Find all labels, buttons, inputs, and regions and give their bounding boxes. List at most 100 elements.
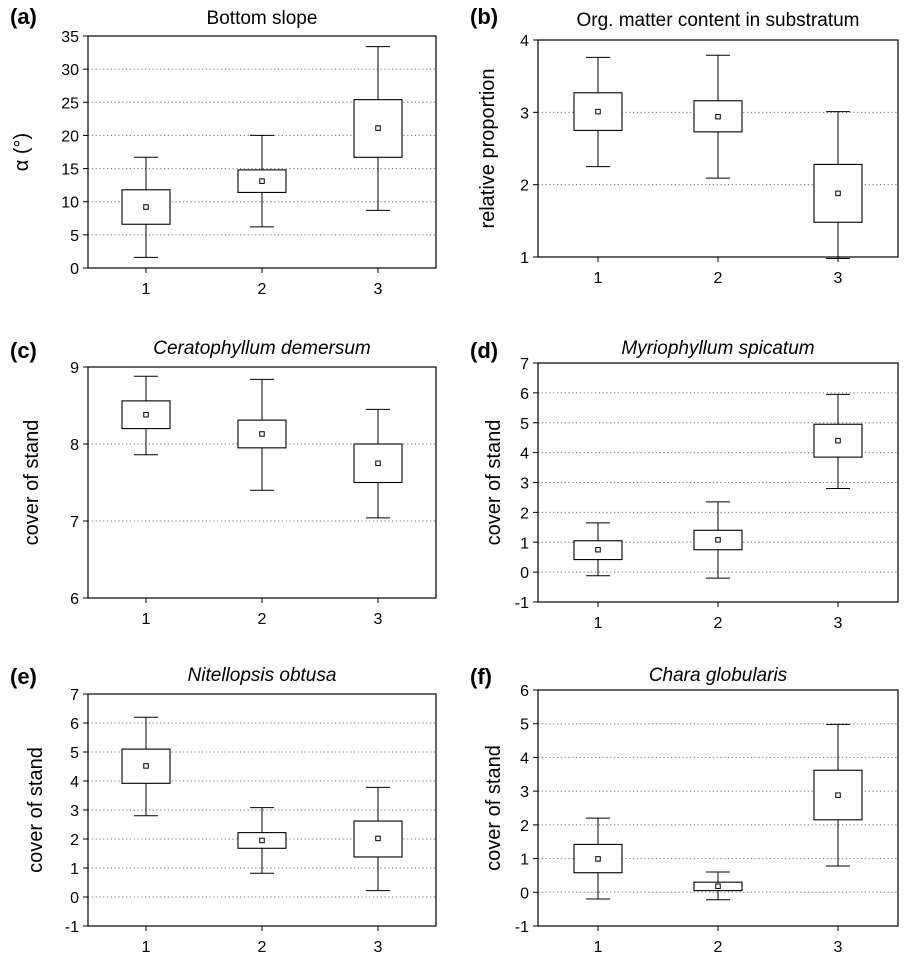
x-tick-label: 1	[594, 270, 603, 287]
box-1	[573, 56, 623, 168]
y-tick-label: 4	[520, 446, 529, 463]
x-tick-label: 2	[714, 939, 723, 956]
y-tick-label: -1	[65, 919, 79, 936]
x-tick-label: 3	[834, 615, 843, 632]
panel-label: (f)	[470, 664, 492, 689]
y-tick-label: 5	[70, 228, 79, 245]
panel-label: (d)	[470, 338, 498, 363]
box-2	[693, 501, 743, 579]
center-marker	[595, 856, 601, 862]
y-tick-label: 0	[520, 565, 529, 582]
y-tick-label: 0	[520, 885, 529, 902]
box-3	[813, 111, 863, 259]
y-tick-label: 6	[520, 683, 529, 700]
y-tick-label: 0	[70, 890, 79, 907]
center-marker	[259, 431, 265, 437]
box-1	[121, 716, 171, 817]
box-body	[813, 163, 863, 223]
y-tick-label: 6	[70, 716, 79, 733]
x-tick-label: 2	[258, 611, 267, 628]
center-marker	[259, 837, 265, 844]
x-tick-label: 1	[594, 615, 603, 632]
center-marker	[835, 792, 841, 798]
center-marker	[143, 763, 149, 769]
y-tick-label: 2	[520, 505, 529, 522]
y-axis-label: cover of stand	[483, 745, 505, 871]
panel-d: -1 0 1 2 3 4 5 6 7 1 2 3 (d) Myriophyllum spicatum cov…	[470, 338, 899, 632]
chart-title: Ceratophyllum demersum	[153, 338, 371, 359]
y-tick-label: 2	[520, 178, 529, 195]
x-tick-label: 1	[594, 939, 603, 956]
y-tick-label: 4	[520, 33, 529, 50]
y-tick-label: 20	[61, 128, 79, 145]
y-tick-label: 2	[70, 832, 79, 849]
x-tick-label: 1	[142, 939, 151, 956]
y-tick-label: 3	[520, 476, 529, 493]
box-2	[237, 807, 287, 874]
panel-label: (b)	[470, 4, 498, 29]
y-tick-label: 1	[520, 852, 529, 869]
x-tick-label: 1	[142, 281, 151, 298]
y-tick-label: 4	[70, 774, 79, 791]
box-3	[353, 46, 403, 211]
x-tick-label: 2	[258, 939, 267, 956]
center-marker	[715, 883, 721, 889]
y-tick-label: 3	[520, 105, 529, 122]
panel-label: (c)	[10, 338, 37, 363]
box-3	[353, 786, 403, 892]
chart-title: Nitellopsis obtusa	[188, 665, 337, 686]
x-tick-label: 2	[258, 281, 267, 298]
y-axis-label: α (°)	[11, 133, 33, 171]
box-body	[121, 400, 171, 430]
box-body	[573, 843, 623, 874]
chart-title: Org. matter content in substratum	[576, 10, 859, 31]
box-body	[693, 100, 743, 133]
box-2	[237, 134, 287, 228]
y-tick-label: 9	[70, 360, 79, 377]
center-marker	[595, 546, 601, 553]
panel-a: 0 5 10 15 20 25 30 35 1 2 3 (a) Bottom slope α (°)	[10, 4, 437, 298]
y-tick-label: 4	[520, 750, 529, 767]
center-marker	[835, 437, 841, 444]
y-tick-label: 1	[70, 861, 79, 878]
box-2	[693, 871, 743, 901]
y-tick-label: 6	[520, 386, 529, 403]
y-axis-label: relative proportion	[477, 68, 499, 228]
x-tick-label: 2	[714, 615, 723, 632]
y-tick-label: 10	[61, 195, 79, 212]
box-3	[813, 393, 863, 489]
x-tick-label: 2	[714, 270, 723, 287]
chart-title: Chara globularis	[649, 665, 788, 686]
center-marker	[143, 411, 149, 418]
y-tick-label: 6	[70, 591, 79, 608]
box-3	[353, 408, 403, 519]
box-1	[573, 522, 623, 577]
x-tick-label: 3	[374, 611, 383, 628]
center-marker	[835, 190, 841, 197]
y-tick-label: 30	[61, 62, 79, 79]
chart-title: Myriophyllum spicatum	[621, 338, 814, 359]
x-tick-label: 3	[374, 939, 383, 956]
center-marker	[375, 460, 381, 466]
box-1	[121, 375, 171, 456]
y-tick-label: 2	[520, 818, 529, 835]
y-tick-label: 7	[520, 356, 529, 373]
box-1	[573, 817, 623, 900]
box-2	[693, 54, 743, 179]
center-marker	[715, 113, 721, 120]
panel-c: 6 7 8 9 1 2 3 (c) Ceratophyllum demersum cover of…	[10, 338, 437, 628]
x-tick-label: 1	[142, 611, 151, 628]
center-marker	[715, 537, 721, 543]
y-tick-label: 1	[520, 250, 529, 267]
box-1	[121, 156, 171, 258]
y-tick-label: 5	[70, 745, 79, 762]
y-axis-label: cover of stand	[25, 747, 47, 873]
box-3	[813, 723, 863, 867]
center-marker	[143, 204, 149, 210]
x-tick-label: 3	[834, 270, 843, 287]
x-tick-label: 3	[374, 281, 383, 298]
y-tick-label: 25	[61, 95, 79, 112]
panel-b: 1 2 3 4 1 2 3 (b) Org. matter content in substra…	[470, 4, 899, 287]
y-tick-label: 0	[70, 261, 79, 278]
